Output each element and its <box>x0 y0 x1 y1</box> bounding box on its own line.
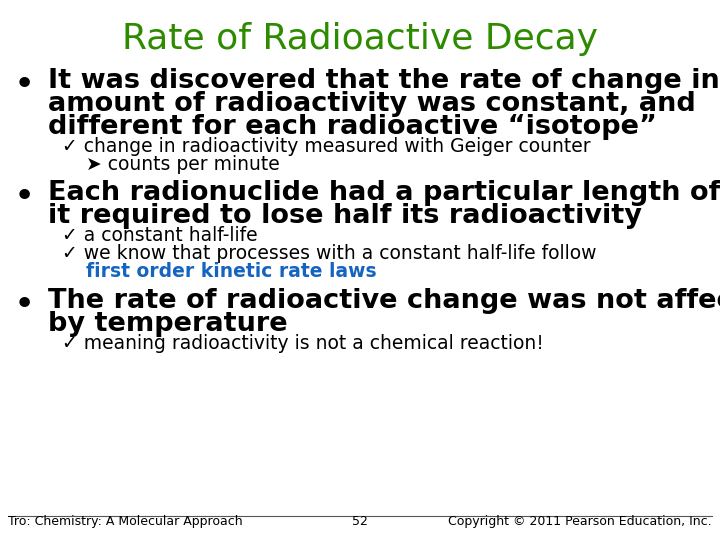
Text: different for each radioactive “isotope”: different for each radioactive “isotope” <box>48 114 657 140</box>
Text: Each radionuclide had a particular length of time: Each radionuclide had a particular lengt… <box>48 180 720 206</box>
Text: Tro: Chemistry: A Molecular Approach: Tro: Chemistry: A Molecular Approach <box>8 515 243 528</box>
Text: by temperature: by temperature <box>48 311 287 337</box>
Text: 52: 52 <box>352 515 368 528</box>
Text: ✓ we know that processes with a constant half-life follow: ✓ we know that processes with a constant… <box>62 244 596 263</box>
Text: ✓ change in radioactivity measured with Geiger counter: ✓ change in radioactivity measured with … <box>62 137 590 156</box>
Text: it required to lose half its radioactivity: it required to lose half its radioactivi… <box>48 203 642 229</box>
Text: •: • <box>14 68 35 102</box>
Text: It was discovered that the rate of change in the: It was discovered that the rate of chang… <box>48 68 720 94</box>
Text: ✓ a constant half-life: ✓ a constant half-life <box>62 226 258 245</box>
Text: first order kinetic rate laws: first order kinetic rate laws <box>86 262 377 281</box>
Text: •: • <box>14 288 35 322</box>
Text: Copyright © 2011 Pearson Education, Inc.: Copyright © 2011 Pearson Education, Inc. <box>449 515 712 528</box>
Text: •: • <box>14 180 35 214</box>
Text: ➤ counts per minute: ➤ counts per minute <box>86 155 280 174</box>
Text: amount of radioactivity was constant, and: amount of radioactivity was constant, an… <box>48 91 696 117</box>
Text: ✓ meaning radioactivity is not a chemical reaction!: ✓ meaning radioactivity is not a chemica… <box>62 334 544 353</box>
Text: The rate of radioactive change was not affected: The rate of radioactive change was not a… <box>48 288 720 314</box>
Text: Rate of Radioactive Decay: Rate of Radioactive Decay <box>122 22 598 56</box>
